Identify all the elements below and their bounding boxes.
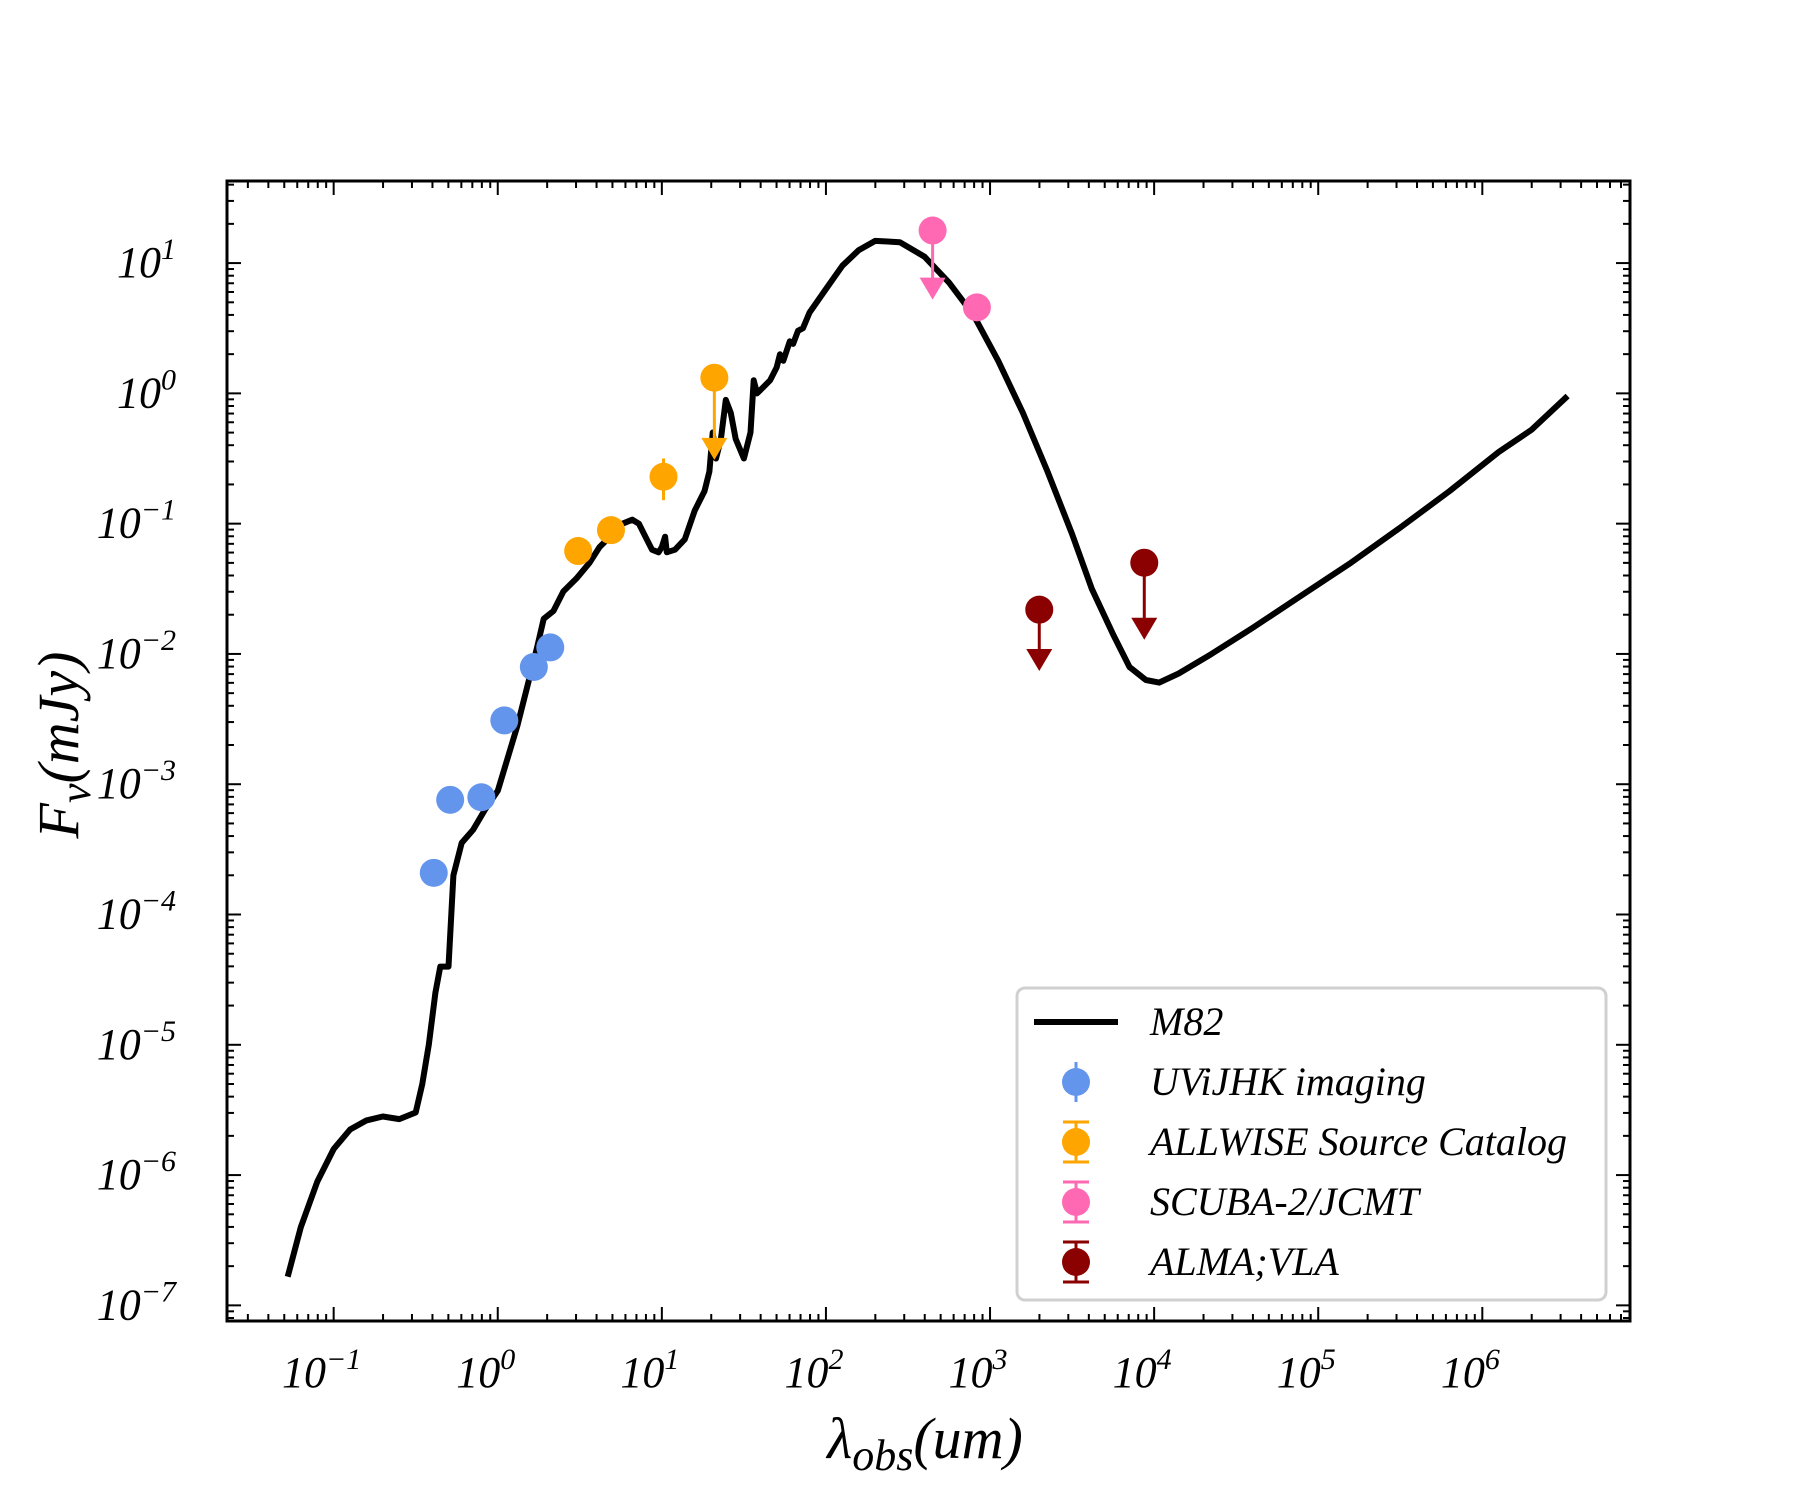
legend-point-marker (1062, 1128, 1090, 1156)
y-tick-label: 101 (117, 233, 176, 287)
y-tick-label: 10−7 (97, 1275, 178, 1329)
data-point (467, 783, 495, 811)
data-point (963, 293, 991, 321)
x-tick-label: 10−1 (282, 1343, 361, 1397)
y-tick-labels: 101 100 10−1 10−2 10−3 10−4 10−5 10−6 10−7 (97, 233, 178, 1329)
legend-point-marker (1062, 1248, 1090, 1276)
data-point (1130, 549, 1158, 577)
x-tick-label: 102 (784, 1343, 843, 1397)
data-point (536, 633, 564, 661)
x-tick-label: 103 (949, 1343, 1008, 1397)
x-tick-labels: 10−1 100 101 102 103 104 105 106 (282, 1343, 1500, 1397)
data-point (1025, 596, 1053, 624)
legend: M82 UViJHK imaging ALLWISE Source Catalog S… (1017, 988, 1606, 1300)
legend-label: ALMA;VLA (1147, 1239, 1339, 1284)
x-tick-label: 104 (1113, 1343, 1172, 1397)
data-point (420, 859, 448, 887)
legend-label: UViJHK imaging (1150, 1059, 1426, 1104)
x-tick-label: 101 (620, 1343, 679, 1397)
legend-point-marker (1062, 1188, 1090, 1216)
data-point (597, 516, 625, 544)
data-point (649, 463, 677, 491)
legend-label: SCUBA-2/JCMT (1150, 1179, 1422, 1224)
data-point (436, 786, 464, 814)
legend-point-marker (1062, 1068, 1090, 1096)
data-point (919, 217, 947, 245)
x-tick-label: 100 (456, 1343, 515, 1397)
legend-label: M82 (1149, 999, 1223, 1044)
y-tick-label: 10−5 (97, 1015, 176, 1069)
y-tick-label: 10−3 (97, 754, 176, 808)
data-point (564, 537, 592, 565)
y-tick-label: 10−1 (97, 494, 176, 548)
data-point (490, 706, 518, 734)
data-point (700, 364, 728, 392)
y-axis-title: Fν(mJy) (26, 652, 100, 840)
y-tick-label: 100 (117, 363, 176, 417)
x-tick-label: 105 (1277, 1343, 1336, 1397)
y-tick-label: 10−2 (97, 624, 176, 678)
x-tick-label: 106 (1441, 1343, 1500, 1397)
legend-label: ALLWISE Source Catalog (1147, 1119, 1567, 1164)
y-tick-label: 10−4 (97, 885, 176, 939)
y-tick-label: 10−6 (97, 1145, 176, 1199)
x-axis-title: λobs(um) (825, 1406, 1023, 1480)
